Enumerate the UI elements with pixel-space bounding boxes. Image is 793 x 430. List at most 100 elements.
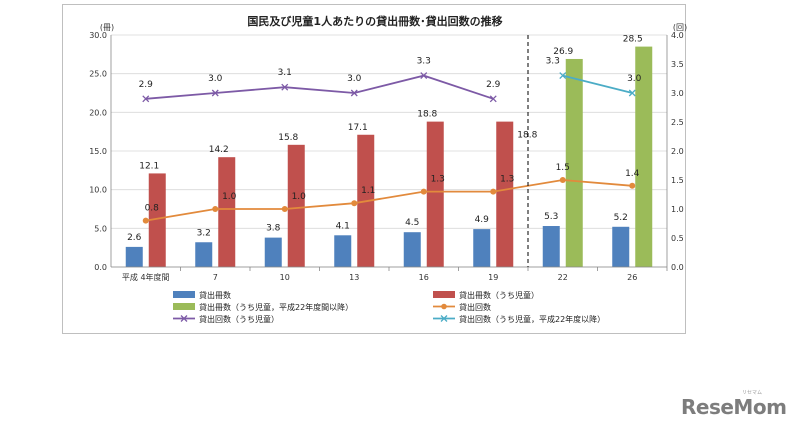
bar-lending-count xyxy=(195,242,213,267)
bar-lending-count xyxy=(264,237,282,267)
y-left-tick-label: 25.0 xyxy=(89,70,107,79)
resemom-logo-subtext: リセマム xyxy=(742,390,763,396)
bar-data-label: 18.8 xyxy=(417,110,437,120)
x-tick-label: 10 xyxy=(280,273,290,282)
legend-swatch xyxy=(433,291,455,298)
x-tick-label: 26 xyxy=(627,273,637,282)
bar-children-count xyxy=(287,144,305,267)
line-data-label: 1.0 xyxy=(292,192,307,202)
grid-layer xyxy=(111,34,667,268)
y-left-tick-label: 5.0 xyxy=(94,224,107,233)
y-right-tick-label: 2.5 xyxy=(671,118,684,127)
bar-children-count xyxy=(148,173,166,267)
line-data-label: 1.3 xyxy=(431,175,445,185)
bar-data-label: 4.5 xyxy=(405,218,419,228)
legend-entry: 貸出冊数（うち児童） xyxy=(433,290,539,300)
x-tick-label: 13 xyxy=(349,273,359,282)
line-marker xyxy=(629,182,636,189)
line-marker xyxy=(281,83,289,91)
bar-data-label: 17.1 xyxy=(348,123,368,133)
line-marker xyxy=(559,177,566,183)
y-right-tick-label: 3.0 xyxy=(671,89,684,98)
labels-layer: 2.6 12.1 3.2 14.2 3.8 15.8 4.1 17.1 4.5 18.8 4.9 18… xyxy=(127,35,643,243)
y-left-tick-label: 15.0 xyxy=(89,147,107,156)
bar-data-label: 3.8 xyxy=(266,224,281,234)
bar-data-label: 15.8 xyxy=(278,133,298,143)
lines-layer xyxy=(142,72,636,224)
bar-data-label: 4.1 xyxy=(336,221,350,231)
line-marker xyxy=(420,72,428,80)
legend-label: 貸出冊数 xyxy=(199,290,231,300)
legend-marker xyxy=(441,303,447,310)
x-tick-label: 平成 4年度間 xyxy=(122,272,170,282)
bar-data-label: 28.5 xyxy=(623,35,643,45)
resemom-logo: ReseMom xyxy=(681,395,787,419)
y-right-tick-label: 3.5 xyxy=(671,60,684,69)
line-data-label: 0.8 xyxy=(145,204,160,214)
line-data-label: 3.1 xyxy=(278,68,292,78)
y-right-tick-label: 0.5 xyxy=(671,234,684,243)
bar-data-label: 5.3 xyxy=(544,212,558,222)
bar-data-label: 3.2 xyxy=(197,228,211,238)
line-data-label: 3.0 xyxy=(627,74,642,84)
legend-entry: 貸出冊数 xyxy=(173,290,231,300)
legend-swatch xyxy=(173,303,195,310)
series-line xyxy=(562,74,633,94)
series-line xyxy=(145,179,633,222)
bar-children-count xyxy=(426,121,444,267)
bar-lending-count xyxy=(334,235,352,267)
line-data-label: 2.9 xyxy=(139,80,154,90)
y-right-tick-label: 2.0 xyxy=(671,147,684,156)
y-left-tick-label: 20.0 xyxy=(89,108,107,117)
line-marker xyxy=(559,72,567,80)
y-right-tick-label: 1.5 xyxy=(671,176,684,185)
line-marker xyxy=(351,200,358,207)
chart-title: 国民及び児童1人あたりの貸出冊数･貸出回数の推移 xyxy=(247,14,502,28)
legend-label: 貸出冊数（うち児童，平成22年度間以降） xyxy=(199,302,353,312)
chart-svg: 国民及び児童1人あたりの貸出冊数･貸出回数の推移 (冊) (回) 2.6 12.1… xyxy=(89,14,687,324)
axis-layer: 0.05.010.015.020.025.030.00.00.51.01.52.… xyxy=(89,31,684,282)
bar-lending-count xyxy=(403,232,421,267)
line-data-label: 1.5 xyxy=(556,163,570,173)
bar-lending-count xyxy=(473,229,491,267)
bar-data-label: 5.2 xyxy=(614,213,628,223)
line-marker xyxy=(489,95,497,103)
legend: 貸出冊数 貸出冊数（うち児童） 貸出冊数（うち児童，平成22年度間以降） 貸出回数貸出… xyxy=(173,290,605,324)
bar-children-count-h22 xyxy=(635,46,653,267)
line-data-label: 3.3 xyxy=(417,57,431,67)
x-tick-label: 16 xyxy=(419,273,429,282)
line-data-label: 1.0 xyxy=(222,192,237,202)
y-left-tick-label: 0.0 xyxy=(94,263,107,272)
y-left-tick-label: 10.0 xyxy=(89,186,107,195)
line-marker xyxy=(142,217,149,224)
legend-marker xyxy=(180,315,188,322)
line-data-label: 2.9 xyxy=(486,80,501,90)
bar-data-label: 2.6 xyxy=(127,233,142,243)
legend-entry: 貸出回数 xyxy=(433,302,491,312)
legend-label: 貸出冊数（うち児童） xyxy=(459,290,539,300)
line-data-label: 1.3 xyxy=(500,175,514,185)
y-left-unit: (冊) xyxy=(100,23,114,32)
legend-label: 貸出回数（うち児童，平成22年度以降） xyxy=(459,314,605,324)
series-line xyxy=(145,74,494,100)
line-data-label: 3.0 xyxy=(347,74,362,84)
bar-data-label: 4.9 xyxy=(475,215,490,225)
line-marker xyxy=(420,188,427,195)
bar-children-count xyxy=(496,121,514,267)
legend-swatch xyxy=(173,291,195,298)
legend-entry: 貸出回数（うち児童） xyxy=(173,314,279,324)
line-data-label: 3.0 xyxy=(208,74,223,84)
bars-layer xyxy=(125,46,653,268)
chart-frame: 国民及び児童1人あたりの貸出冊数･貸出回数の推移 (冊) (回) 2.6 12.1… xyxy=(62,4,687,334)
legend-label: 貸出回数 xyxy=(459,302,491,312)
bar-data-label: 12.1 xyxy=(139,161,159,171)
y-right-tick-label: 0.0 xyxy=(671,263,684,272)
y-right-unit: (回) xyxy=(673,23,687,32)
line-marker xyxy=(211,89,219,97)
legend-marker xyxy=(440,315,448,322)
line-marker xyxy=(350,89,358,97)
bar-children-count xyxy=(218,157,236,267)
bar-data-label: 14.2 xyxy=(209,145,229,155)
legend-label: 貸出回数（うち児童） xyxy=(199,314,279,324)
line-data-label: 1.1 xyxy=(361,186,375,196)
